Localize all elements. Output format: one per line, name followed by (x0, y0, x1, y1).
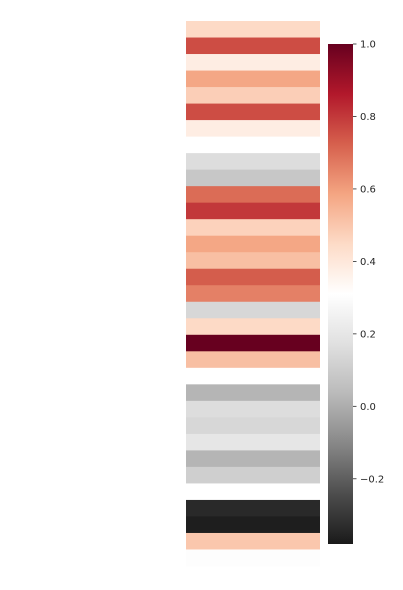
heatmap-cell (186, 252, 320, 270)
heatmap-cell (186, 384, 320, 402)
heatmap-cell (186, 186, 320, 204)
heatmap-cell (186, 219, 320, 237)
colorbar-tick-label: 0.6 (360, 185, 376, 196)
heatmap-cell (186, 169, 320, 187)
colorbar-tick-label: 0.0 (360, 402, 376, 413)
heatmap-cell (186, 334, 320, 352)
heatmap-cell (186, 153, 320, 171)
heatmap-cell (186, 532, 320, 550)
heatmap-cell (186, 268, 320, 286)
heatmap-cell (186, 54, 320, 71)
heatmap-cell (186, 285, 320, 303)
heatmap-cell (186, 87, 320, 104)
heatmap-cell (186, 549, 320, 567)
heatmap-cell (186, 301, 320, 319)
heatmap-cell (186, 450, 320, 468)
heatmap-cell (186, 483, 320, 501)
colorbar-ticks: 1.0 0.8 0.6 0.4 0.2 0.0 −0.2 (353, 40, 384, 485)
colorbar-tick-label: 0.2 (360, 329, 376, 340)
heatmap-cell (186, 136, 320, 154)
heatmap-cell (186, 466, 320, 484)
heatmap-cell (186, 499, 320, 517)
heatmap-cell (186, 318, 320, 336)
heatmap-cell (186, 433, 320, 451)
heatmap-cell (186, 235, 320, 253)
colorbar-tick-label: 0.8 (360, 112, 376, 123)
heatmap-cell (186, 400, 320, 418)
colorbar-tick-label: 1.0 (360, 40, 376, 51)
colorbar-tick-label: 0.4 (360, 257, 376, 268)
heatmap-cell (186, 21, 320, 38)
heatmap-cell (186, 120, 320, 138)
heatmap-cell (186, 351, 320, 369)
heatmap-cell (186, 103, 320, 121)
heatmap-cell (186, 417, 320, 435)
heatmap-cell (186, 37, 320, 55)
colorbar-tick-label: −0.2 (360, 474, 384, 485)
colorbar (328, 44, 353, 544)
heatmap-cell (186, 70, 320, 88)
heatmap-cell (186, 516, 320, 534)
heatmap-cell (186, 202, 320, 220)
heatmap-cells (186, 21, 320, 567)
heatmap-cell (186, 367, 320, 385)
